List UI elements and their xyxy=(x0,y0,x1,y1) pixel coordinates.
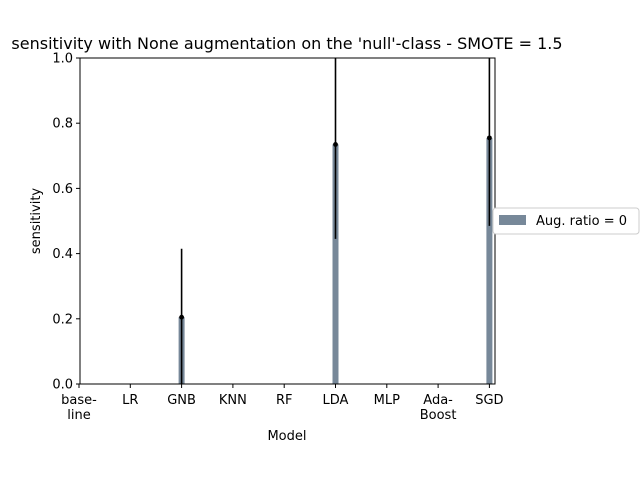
legend-label: Aug. ratio = 0 xyxy=(536,214,627,229)
x-tick-label: LR xyxy=(122,393,138,408)
legend-swatch xyxy=(499,215,526,225)
x-tick-label: KNN xyxy=(219,393,247,408)
y-tick-label: 0.2 xyxy=(52,312,73,327)
chart-title: sensitivity with None augmentation on th… xyxy=(11,34,562,53)
legend: Aug. ratio = 0 xyxy=(492,207,640,235)
plot-area xyxy=(79,57,496,385)
mean-point xyxy=(487,135,492,141)
x-axis-label: Model xyxy=(267,429,306,444)
y-tick-label: 1.0 xyxy=(52,52,73,67)
x-axis: base-line LR GNB KNN RF LDA MLP Ada-Boost SGD xyxy=(61,384,504,423)
x-tick-label: MLP xyxy=(374,393,400,408)
x-tick-label: GNB xyxy=(167,393,196,408)
y-axis: 0.0 0.2 0.4 0.6 0.8 1.0 xyxy=(52,52,80,393)
x-tick-label: RF xyxy=(276,393,293,408)
bar xyxy=(486,137,493,384)
x-tick-label: SGD xyxy=(475,393,503,408)
y-tick-label: 0.0 xyxy=(52,378,73,393)
y-tick-label: 0.8 xyxy=(52,117,73,132)
bar xyxy=(332,144,339,384)
x-tick-label: Ada-Boost xyxy=(420,393,457,423)
y-tick-label: 0.4 xyxy=(52,247,73,262)
y-axis-label: sensitivity xyxy=(29,188,44,255)
y-tick-label: 0.6 xyxy=(52,182,73,197)
mean-point xyxy=(333,141,338,147)
mean-point xyxy=(179,314,185,320)
axes-frame xyxy=(79,57,496,385)
x-tick-label: LDA xyxy=(323,393,349,408)
x-tick-label: base-line xyxy=(61,393,97,423)
legend-frame xyxy=(492,207,640,235)
